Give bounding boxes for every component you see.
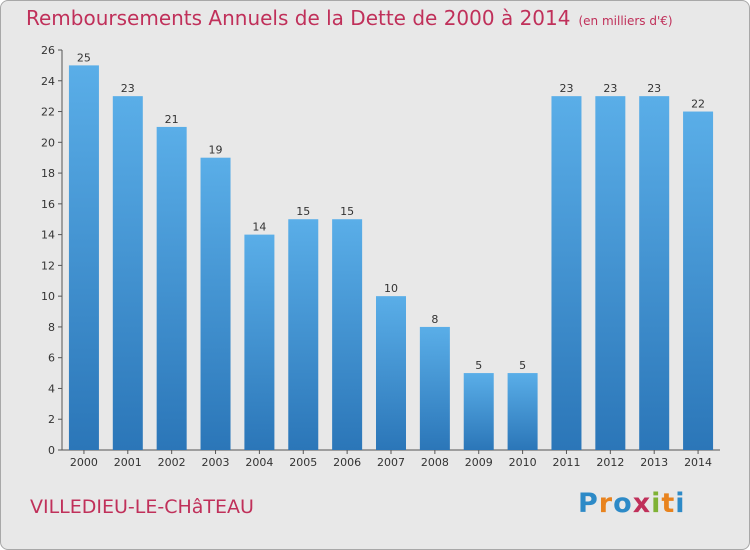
x-tick-label: 2005 [289,456,317,469]
bar [639,96,670,451]
bar [288,219,319,450]
x-tick-label: 2001 [114,456,142,469]
bar [419,326,450,450]
bar-value-label: 22 [691,98,705,111]
y-tick-label: 4 [48,382,55,395]
bar-value-label: 15 [340,205,354,218]
logo-letter: i [675,488,686,519]
bar [595,96,626,451]
bar [332,219,363,450]
bar [683,111,714,451]
y-tick-label: 24 [41,75,55,88]
bar-value-label: 21 [165,113,179,126]
bar [156,126,187,450]
x-tick-label: 2012 [596,456,624,469]
bar-value-label: 23 [603,82,617,95]
bar-value-label: 25 [77,51,91,64]
bar-value-label: 23 [559,82,573,95]
x-tick-label: 2014 [684,456,712,469]
x-tick-label: 2009 [465,456,493,469]
chart-unit: (en milliers d'€) [578,14,673,28]
x-tick-label: 2000 [70,456,98,469]
bar [244,234,275,450]
bar-value-label: 15 [296,205,310,218]
logo-letter: o [613,488,633,519]
bar [200,157,231,450]
bar [551,96,582,451]
bar [376,296,406,450]
logo-letter: x [632,488,652,519]
x-tick-label: 2011 [552,456,580,469]
y-tick-label: 16 [41,198,55,211]
logo-letter: r [598,488,614,519]
chart-title-text: Remboursements Annuels de la Dette de 20… [26,6,571,30]
y-tick-label: 10 [41,290,55,303]
commune-name: VILLEDIEU-LE-CHâTEAU [30,496,254,518]
proxiti-logo[interactable]: Proxiti [578,488,686,519]
y-tick-label: 18 [41,167,55,180]
x-tick-label: 2008 [421,456,449,469]
bar [112,96,143,451]
y-tick-label: 14 [41,229,55,242]
logo-letter: t [661,488,676,519]
x-tick-label: 2003 [202,456,230,469]
y-tick-label: 6 [48,352,55,365]
y-tick-label: 12 [41,259,55,272]
x-tick-label: 2010 [509,456,537,469]
y-tick-label: 22 [41,106,55,119]
bar-value-label: 5 [519,359,526,372]
bar-value-label: 8 [431,313,438,326]
bar-value-label: 10 [384,282,398,295]
x-tick-label: 2007 [377,456,405,469]
y-tick-label: 26 [41,44,55,57]
bar-value-label: 5 [475,359,482,372]
y-tick-label: 2 [48,413,55,426]
x-tick-label: 2013 [640,456,668,469]
x-tick-label: 2004 [245,456,273,469]
bar [507,373,538,450]
bar-value-label: 23 [647,82,661,95]
x-tick-label: 2002 [158,456,186,469]
y-tick-label: 0 [48,444,55,457]
bar-value-label: 19 [209,144,223,157]
logo-letter: P [578,488,599,519]
y-tick-label: 20 [41,136,55,149]
y-tick-label: 8 [48,321,55,334]
bar-value-label: 14 [252,221,266,234]
bar-value-label: 23 [121,82,135,95]
bar [68,65,99,450]
chart-title: Remboursements Annuels de la Dette de 20… [26,6,673,30]
logo-letter: i [651,488,662,519]
x-tick-label: 2006 [333,456,361,469]
bar [463,373,494,450]
